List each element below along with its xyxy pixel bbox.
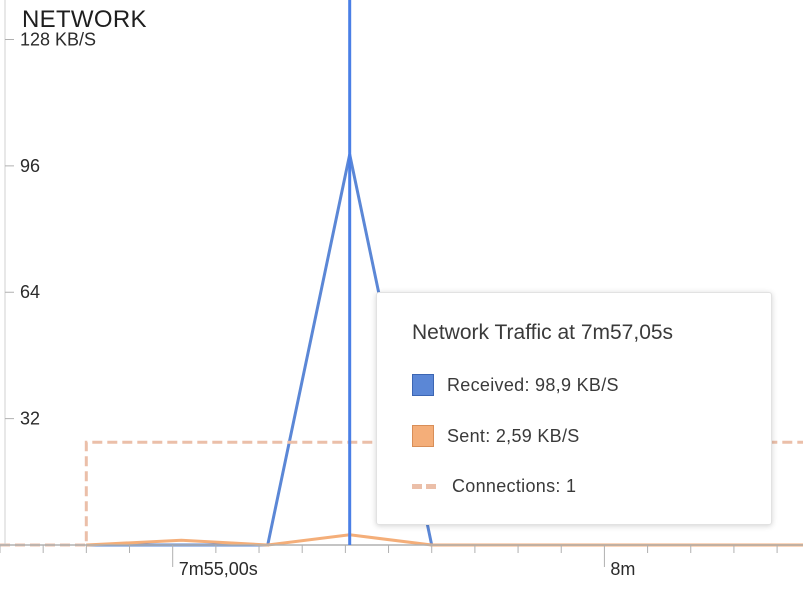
tooltip-connections-label: Connections: 1 [452,476,577,496]
connections-dash-icon [412,484,436,489]
y-tick-label: 32 [20,409,40,429]
series-line-sent [86,533,803,547]
y-tick-label: 128 KB/S [20,29,96,49]
tooltip-title: Network Traffic at 7m57,05s [412,321,674,344]
y-tick-label: 64 [20,282,40,302]
tooltip-sent-label: Sent: 2,59 KB/S [447,425,580,446]
x-tick-label: 7m55,00s [179,559,258,579]
panel-title: NETWORK [22,6,147,33]
received-swatch-icon [412,374,434,396]
tooltip-sent-row: Sent: 2,59 KB/S [412,425,580,447]
tooltip-connections-row: Connections: 1 [412,476,576,497]
sent-swatch-icon [412,425,434,447]
axis-layer: 128 KB/S 96 64 32 7m55,00s 8m [0,0,803,579]
x-tick-label: 8m [610,559,635,579]
traffic-tooltip: Network Traffic at 7m57,05s Received: 98… [376,292,772,525]
y-tick-label: 96 [20,156,40,176]
tooltip-received-label: Received: 98,9 KB/S [447,374,619,395]
tooltip-received-row: Received: 98,9 KB/S [412,374,619,396]
